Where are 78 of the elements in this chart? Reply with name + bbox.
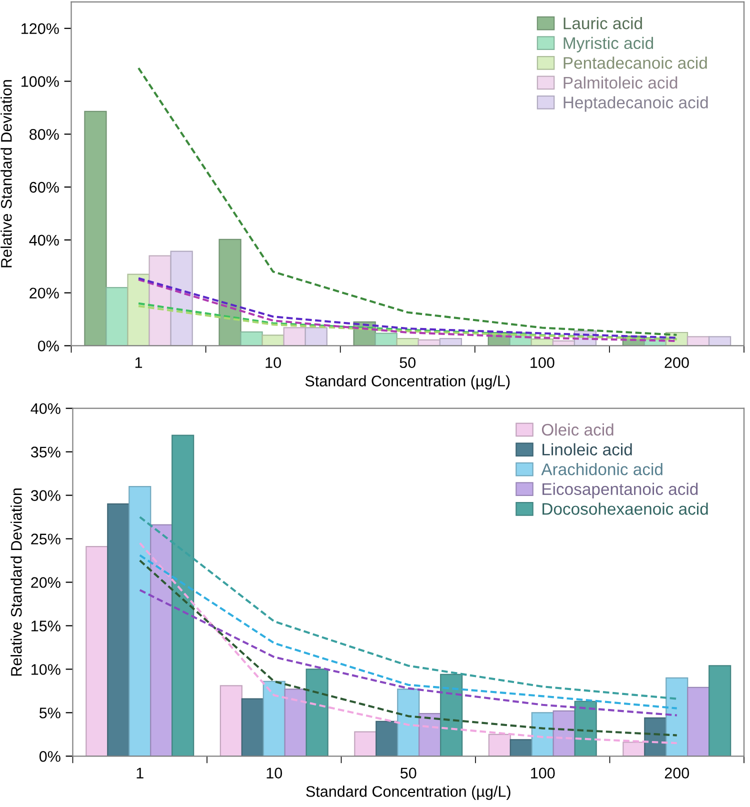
line-series: [138, 589, 678, 716]
x-axis-title: Standard Concentration (µg/L): [306, 786, 510, 800]
bar: [440, 674, 463, 756]
x-tick-label: 200: [664, 357, 689, 368]
x-tick-label: 1: [135, 357, 142, 368]
y-tick-label: 0%: [38, 340, 59, 352]
bar: [106, 286, 128, 346]
bar: [86, 546, 108, 756]
bar: [241, 698, 264, 756]
bar: [708, 665, 732, 756]
bar: [574, 700, 597, 756]
legend-label: Docosohexaenoic acid: [542, 502, 708, 515]
line-series: [137, 67, 678, 336]
bar: [439, 338, 462, 346]
bar: [170, 250, 193, 346]
bar: [354, 731, 377, 756]
x-tick-label: 100: [531, 768, 555, 778]
legend-label: Pentadecanoic acid: [564, 56, 707, 69]
y-tick-label: 40%: [30, 403, 60, 414]
bar: [220, 685, 242, 756]
y-axis-title: Relative Standard Deviation: [10, 488, 22, 676]
line-series: [138, 554, 678, 710]
legend-label: Oleic acid: [542, 423, 614, 436]
bar: [262, 680, 286, 756]
legend-label: Arachidonic acid: [541, 463, 662, 476]
y-tick-label: 30%: [30, 490, 60, 501]
bar: [262, 334, 284, 346]
y-axis-title: Relative Standard Deviation: [0, 80, 12, 268]
bar: [128, 486, 152, 756]
bar: [686, 336, 710, 346]
x-tick-label: 100: [530, 357, 554, 368]
line-series: [138, 516, 678, 700]
bar: [127, 274, 150, 346]
y-tick-label: 20%: [30, 288, 59, 299]
bar: [397, 688, 420, 756]
y-tick-label: 0%: [39, 751, 60, 762]
bar: [84, 110, 107, 346]
x-tick-label: 10: [266, 357, 281, 368]
bar: [148, 255, 172, 346]
x-tick-label: 50: [400, 768, 416, 778]
bar: [240, 331, 263, 346]
bar: [708, 336, 732, 346]
legend-label: Eicosapentanoic acid: [542, 482, 698, 498]
bar: [304, 327, 328, 346]
bar: [687, 686, 710, 756]
x-tick-label: 10: [266, 768, 282, 778]
bar: [666, 677, 688, 756]
bar: [374, 332, 398, 346]
bar: [376, 720, 398, 756]
x-tick-label: 200: [664, 768, 690, 778]
y-tick-label: 20%: [31, 577, 60, 588]
x-tick-label: 1: [136, 768, 144, 778]
y-tick-label: 5%: [39, 708, 60, 718]
y-tick-label: 60%: [30, 182, 59, 193]
y-tick-label: 15%: [32, 620, 60, 632]
y-tick-label: 80%: [30, 129, 59, 140]
bar: [488, 734, 511, 756]
y-tick-label: 100%: [22, 76, 59, 87]
y-tick-label: 10%: [32, 664, 60, 675]
bar: [283, 327, 306, 346]
bar: [284, 688, 307, 756]
legend-label: Lauric acid: [564, 17, 642, 30]
legend-label: Palmitoleic acid: [564, 76, 678, 89]
bar: [218, 238, 242, 346]
y-tick-label: 25%: [31, 534, 60, 544]
bar: [107, 503, 130, 756]
bar: [172, 434, 194, 756]
y-tick-label: 40%: [29, 234, 59, 246]
legend-label: Linoleic acid: [542, 443, 632, 456]
y-tick-label: 35%: [30, 446, 60, 458]
legend-label: Heptadecanoic acid: [564, 96, 708, 112]
bar: [150, 524, 173, 756]
x-axis-title: Standard Concentration (µg/L): [305, 375, 510, 390]
bar: [306, 668, 328, 756]
y-tick-label: 120%: [22, 23, 59, 34]
legend-label: Myristic acid: [564, 36, 654, 52]
bar: [510, 739, 532, 756]
x-tick-label: 50: [400, 357, 416, 368]
